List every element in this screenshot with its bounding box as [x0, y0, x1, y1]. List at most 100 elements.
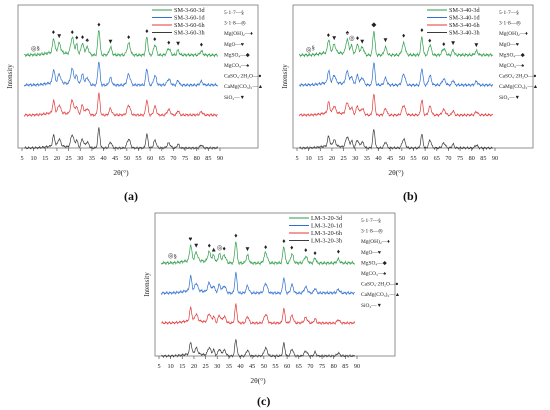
- x-tick-label: 10: [306, 155, 312, 162]
- legend-label: LM-3-20-6h: [311, 230, 343, 237]
- phase-marker: ♦: [428, 37, 432, 44]
- phase-marker: ♦: [145, 28, 149, 35]
- phase-marker: ♦: [234, 233, 238, 240]
- phase-marker: ♦: [402, 33, 406, 40]
- x-tick-label: 60: [284, 363, 290, 370]
- phase-legend-label: MgSO₄—◆: [224, 52, 251, 58]
- x-tick-label: 45: [249, 363, 255, 370]
- phase-marker: ▼: [382, 37, 388, 44]
- x-tick-label: 25: [340, 155, 346, 162]
- x-tick-label: 75: [182, 155, 188, 162]
- x-tick-label: 35: [89, 155, 95, 162]
- x-tick-label: 50: [124, 155, 130, 162]
- phase-marker: ▼: [107, 39, 113, 46]
- phase-marker: §: [174, 253, 177, 260]
- phase-marker: ♦: [264, 244, 268, 251]
- xrd-chart-a: 5 10 15 20 25 30 35 40 45 50 55 60 65 70 75 80 85 90 2θ(°)…: [0, 0, 275, 210]
- phase-marker: §: [312, 45, 315, 52]
- phase-legend-label: 3·1·8—◎: [224, 21, 246, 27]
- legend-label: SM-3-60-1d: [174, 15, 205, 22]
- phase-marker: ♦: [304, 247, 308, 254]
- phase-marker: ♦: [208, 243, 212, 250]
- phase-marker: ♦: [420, 27, 424, 34]
- x-tick-label: 20: [329, 155, 335, 162]
- x-tick-label: 60: [147, 155, 153, 162]
- phase-marker: ♦: [290, 245, 294, 252]
- phase-marker: ♦: [442, 41, 446, 48]
- x-tick-label: 50: [399, 155, 405, 162]
- x-tick-label: 90: [354, 363, 360, 370]
- phase-marker: ◎: [168, 253, 174, 260]
- phase-marker: ♦: [71, 29, 75, 36]
- phase-marker: ▼: [175, 41, 181, 48]
- x-tick-label: 35: [364, 155, 370, 162]
- phase-legend-label: CaMg(CO₃)₂—▲: [361, 291, 400, 298]
- x-tick-label: 70: [170, 155, 176, 162]
- xrd-plot-c: 5 10 15 20 25 30 35 40 45 50 55 60 65 70 75 80 85 90 2θ(°)…: [143, 212, 400, 385]
- x-tick-label: 70: [307, 363, 313, 370]
- x-tick-label: 85: [342, 363, 348, 370]
- x-tick-label: 85: [205, 155, 211, 162]
- plot-frame: [292, 4, 534, 149]
- x-tick-label: 25: [65, 155, 71, 162]
- phase-legend-label: SiO₂—▼: [224, 95, 245, 101]
- phase-legend-label: CaSO₄·2H₂O—●: [361, 282, 399, 288]
- phase-legend-label: CaSO₄·2H₂O—●: [499, 74, 537, 80]
- x-tick-label: 5: [157, 363, 160, 370]
- x-tick-label: 15: [317, 155, 323, 162]
- series-line-sm-3-40-3h: [298, 129, 493, 151]
- phase-legend-label: MgSO₄—◆: [499, 52, 526, 58]
- phase-marker: ▼: [450, 40, 456, 47]
- legend-label: SM-3-40-3h: [449, 30, 480, 37]
- x-tick-label: 50: [261, 363, 267, 370]
- series-line-sm-3-40-1d: [299, 62, 494, 88]
- phase-legend-label: 5·1·7—§: [499, 10, 519, 16]
- xrd-plot-a: 5 10 15 20 25 30 35 40 45 50 55 60 65 70 75 80 85 90 2θ(°)…: [6, 4, 263, 177]
- x-tick-label: 30: [77, 155, 83, 162]
- legend-label: LM-3-20-1d: [311, 223, 343, 230]
- series-line-sm-3-60-6h: [23, 92, 218, 118]
- x-tick-label: 40: [100, 155, 106, 162]
- x-tick-label: 60: [422, 155, 428, 162]
- phase-marker: ♦: [200, 42, 204, 49]
- phase-legend-label: SiO₂—▼: [499, 95, 520, 101]
- legend-label: SM-3-40-6h: [449, 22, 480, 29]
- x-tick-label: 55: [410, 155, 416, 162]
- phase-marker: ♦: [81, 34, 85, 41]
- x-tick-label: 45: [112, 155, 118, 162]
- phase-marker: ♠: [85, 37, 89, 44]
- phase-legend-label: CaMg(CO₃)₂—▲: [499, 83, 538, 90]
- phase-marker: ▼: [359, 39, 365, 46]
- x-tick-label: 90: [217, 155, 223, 162]
- x-tick-label: 20: [191, 363, 197, 370]
- x-tick-label: 80: [194, 155, 200, 162]
- phase-marker: §: [37, 45, 40, 52]
- phase-legend-label: MgO—♥: [499, 42, 519, 48]
- x-tick-label: 10: [168, 363, 174, 370]
- phase-marker: ♦: [52, 29, 56, 36]
- x-tick-label: 80: [469, 155, 475, 162]
- x-tick-label: 5: [295, 155, 298, 162]
- phase-marker: ♦: [337, 249, 341, 256]
- x-tick-label: 15: [42, 155, 48, 162]
- phase-marker: ▼: [56, 33, 62, 40]
- phase-marker: ♦: [282, 238, 286, 245]
- series-line-sm-3-40-3d: [299, 30, 493, 58]
- x-tick-label: 75: [457, 155, 463, 162]
- phase-marker: ♦: [327, 32, 331, 39]
- series-line-sm-3-40-6h: [298, 93, 494, 118]
- phase-marker: ◎: [349, 35, 355, 42]
- x-tick-label: 70: [445, 155, 451, 162]
- legend-label: SM-3-60-3d: [174, 7, 205, 14]
- phase-legend-label: CaSO₄·2H₂O—●: [224, 74, 262, 80]
- series-line-lm-3-20-1d: [160, 271, 355, 296]
- phase-marker: ♦: [127, 34, 131, 41]
- phase-marker: ♦: [167, 40, 171, 47]
- series-line-lm-3-20-3h: [161, 339, 356, 359]
- x-tick-label: 75: [319, 363, 325, 370]
- legend-label: SM-3-60-3h: [174, 30, 205, 37]
- phase-marker: ▼: [331, 35, 337, 42]
- series-line-sm-3-60-3h: [24, 127, 219, 151]
- panel-label-a: (a): [124, 189, 138, 203]
- xrd-plot-b: 5 10 15 20 25 30 35 40 45 50 55 60 65 70 75 80 85 90 2θ(°)…: [281, 4, 538, 177]
